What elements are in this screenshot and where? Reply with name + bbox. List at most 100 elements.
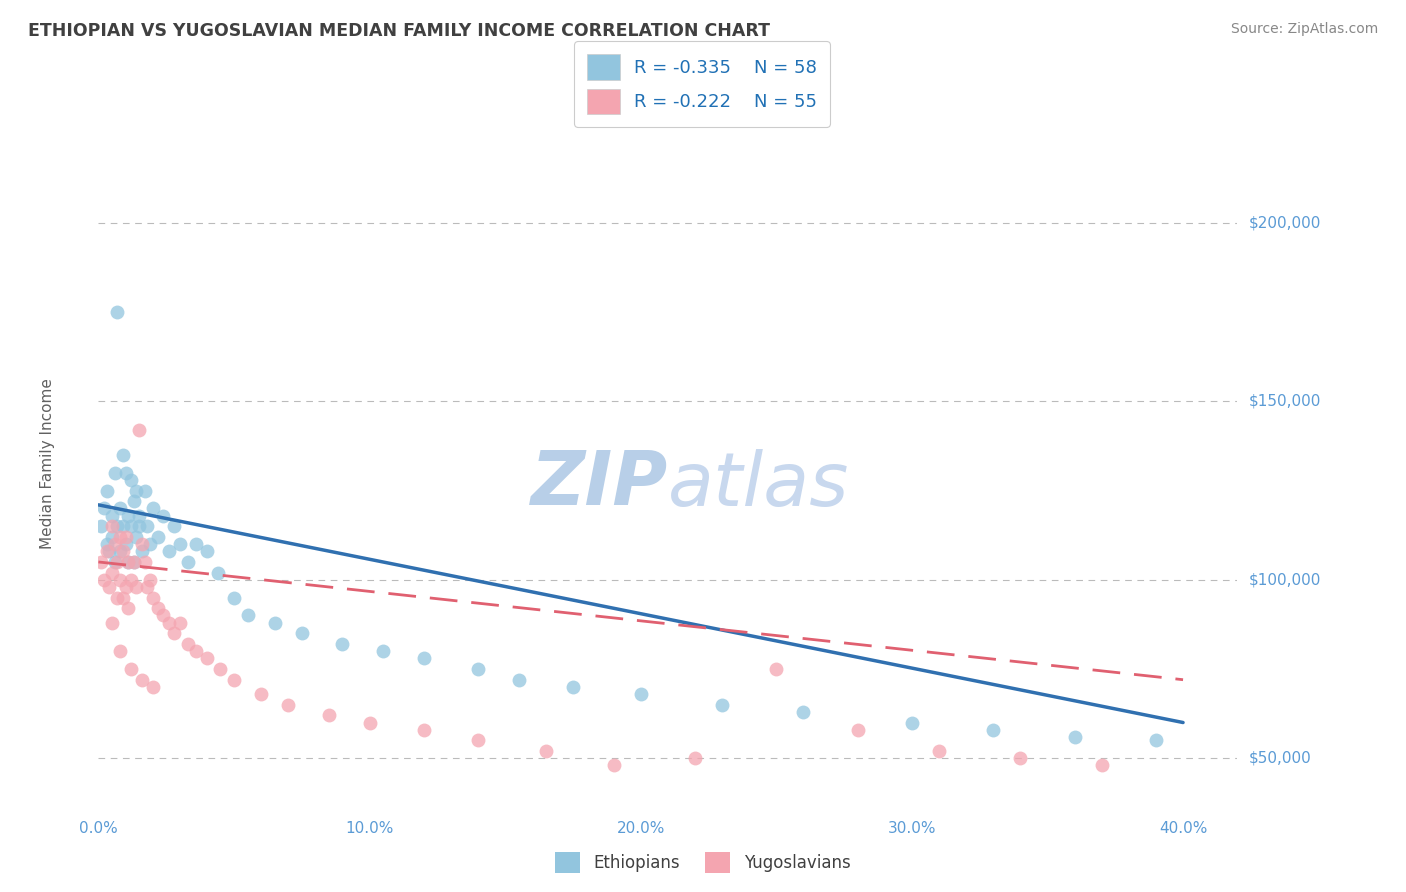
Point	[93, 573, 115, 587]
Point	[104, 537, 127, 551]
Text: atlas: atlas	[668, 449, 849, 521]
Point	[157, 544, 180, 558]
Point	[108, 644, 131, 658]
Point	[125, 483, 148, 498]
Point	[602, 758, 624, 772]
Point	[765, 662, 787, 676]
Point	[131, 537, 153, 551]
Point	[117, 601, 139, 615]
Text: Median Family Income: Median Family Income	[39, 378, 55, 549]
Point	[122, 555, 145, 569]
Point	[122, 555, 145, 569]
Point	[117, 508, 139, 523]
Point	[562, 680, 585, 694]
Point	[683, 751, 706, 765]
Point	[120, 573, 142, 587]
Point	[534, 744, 557, 758]
Point	[107, 519, 129, 533]
Point	[359, 715, 381, 730]
Point	[111, 448, 134, 462]
Point	[207, 566, 229, 580]
Point	[101, 615, 124, 630]
Point	[184, 537, 207, 551]
Point	[107, 305, 129, 319]
Point	[711, 698, 734, 712]
Point	[157, 615, 180, 630]
Point	[291, 626, 314, 640]
Point	[1091, 758, 1114, 772]
Point	[101, 566, 124, 580]
Point	[195, 651, 218, 665]
Point	[177, 555, 200, 569]
Point	[209, 662, 232, 676]
Point	[1144, 733, 1167, 747]
Text: ZIP: ZIP	[530, 448, 668, 521]
Text: $150,000: $150,000	[1249, 394, 1320, 409]
Point	[128, 508, 150, 523]
Point	[101, 519, 124, 533]
Point	[371, 644, 394, 658]
Point	[107, 591, 129, 605]
Point	[111, 544, 134, 558]
Point	[177, 637, 200, 651]
Point	[108, 573, 131, 587]
Point	[90, 519, 112, 533]
Point	[792, 705, 814, 719]
Point	[90, 555, 112, 569]
Point	[318, 708, 340, 723]
Point	[163, 626, 186, 640]
Point	[101, 508, 124, 523]
Point	[236, 608, 259, 623]
Point	[101, 530, 124, 544]
Text: Source: ZipAtlas.com: Source: ZipAtlas.com	[1230, 22, 1378, 37]
Point	[277, 698, 299, 712]
Point	[146, 601, 169, 615]
Point	[928, 744, 950, 758]
Point	[142, 501, 165, 516]
Point	[250, 687, 273, 701]
Point	[117, 555, 139, 569]
Point	[136, 580, 159, 594]
Point	[412, 651, 434, 665]
Point	[114, 466, 136, 480]
Point	[467, 733, 489, 747]
Point	[142, 680, 165, 694]
Point	[508, 673, 530, 687]
Point	[120, 473, 142, 487]
Point	[412, 723, 434, 737]
Point	[169, 615, 191, 630]
Point	[139, 573, 162, 587]
Point	[139, 537, 162, 551]
Text: $100,000: $100,000	[1249, 573, 1320, 587]
Point	[146, 530, 169, 544]
Point	[131, 544, 153, 558]
Point	[108, 501, 131, 516]
Point	[98, 544, 121, 558]
Point	[111, 519, 134, 533]
Point	[96, 544, 118, 558]
Point	[184, 644, 207, 658]
Point	[131, 673, 153, 687]
Point	[195, 544, 218, 558]
Point	[108, 544, 131, 558]
Point	[152, 608, 174, 623]
Point	[96, 537, 118, 551]
Point	[111, 591, 134, 605]
Point	[125, 580, 148, 594]
Point	[98, 580, 121, 594]
Point	[107, 555, 129, 569]
Point	[1063, 730, 1085, 744]
Point	[96, 483, 118, 498]
Point	[125, 530, 148, 544]
Point	[104, 555, 127, 569]
Point	[222, 591, 245, 605]
Text: $50,000: $50,000	[1249, 751, 1312, 765]
Point	[467, 662, 489, 676]
Point	[108, 530, 131, 544]
Point	[114, 530, 136, 544]
Point	[263, 615, 285, 630]
Point	[630, 687, 652, 701]
Point	[163, 519, 186, 533]
Point	[104, 466, 127, 480]
Point	[152, 508, 174, 523]
